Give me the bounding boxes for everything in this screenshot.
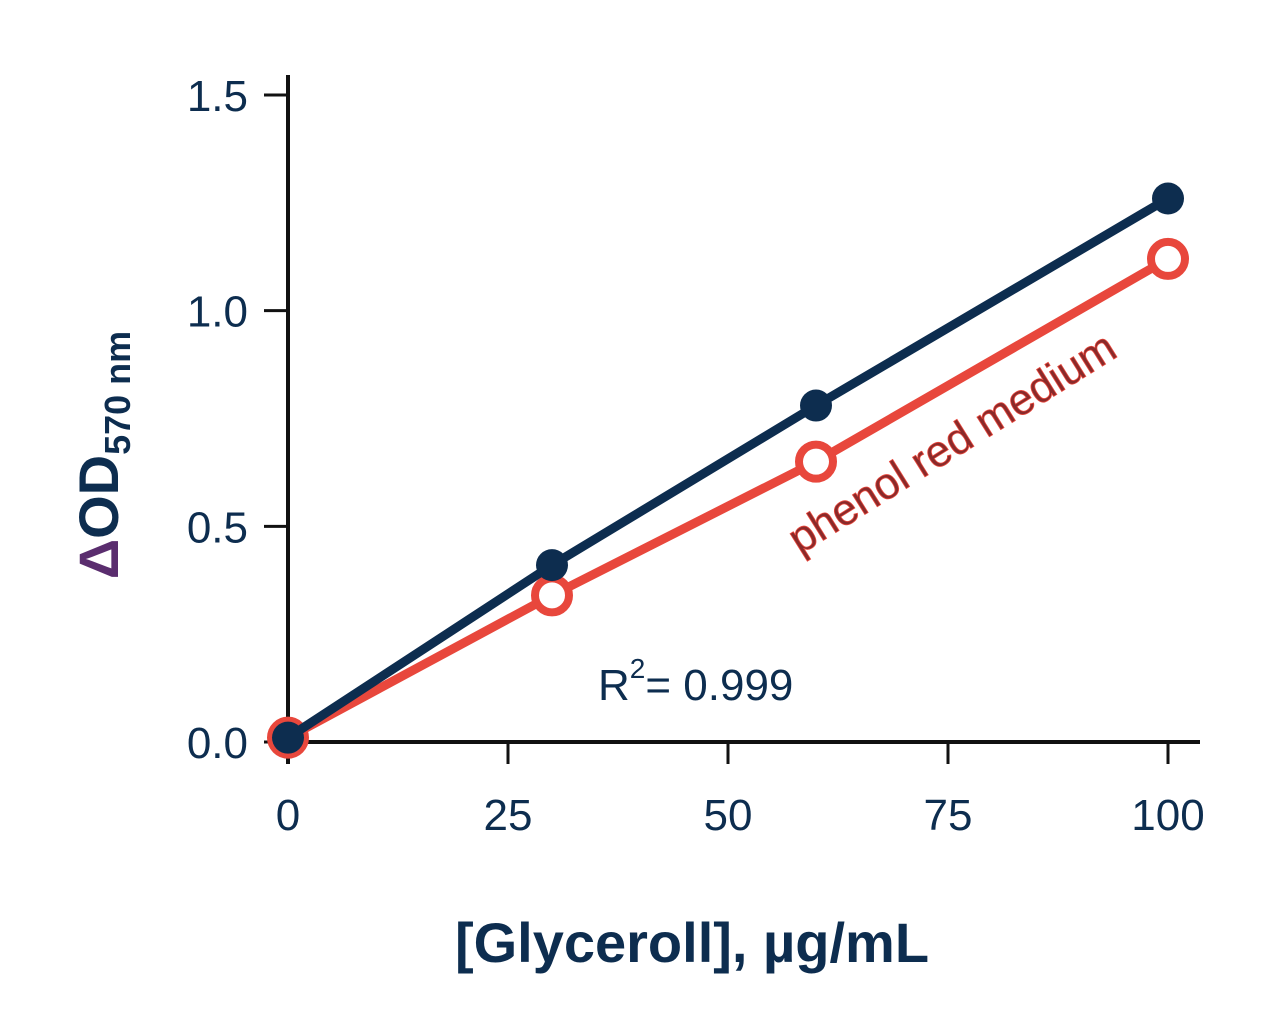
x-tick-label: 0 xyxy=(276,791,300,840)
x-tick-label: 100 xyxy=(1131,791,1204,840)
series-phenol-red-point xyxy=(1147,237,1189,280)
series-phenol-red-point xyxy=(795,440,837,483)
series-phenol-red-point xyxy=(531,574,573,617)
r-squared-value: = 0.999 xyxy=(645,661,793,710)
y-axis-label-sub: 570 nm xyxy=(97,331,138,455)
axes: 0.0 0.5 1.0 1.5 0 25 50 75 100 xyxy=(187,72,1205,840)
labels-group: R2= 0.999 phenol red medium [Glyceroll],… xyxy=(67,322,1125,974)
series-standard-point xyxy=(1152,182,1184,215)
svg-text:ΔOD570 nm: ΔOD570 nm xyxy=(67,331,138,579)
y-tick-label: 1.0 xyxy=(187,288,248,337)
x-axis-label: [Glyceroll], µg/mL xyxy=(455,911,929,974)
series-standard xyxy=(272,182,1184,754)
y-axis-label: ΔOD570 nm xyxy=(67,331,138,579)
series-standard-line xyxy=(283,194,1173,743)
r-squared-annotation: R2= 0.999 xyxy=(598,653,793,710)
y-tick-label: 0.5 xyxy=(187,503,248,552)
r-squared-base: R xyxy=(598,661,630,710)
x-tick-label: 50 xyxy=(704,791,753,840)
x-tick-label: 25 xyxy=(484,791,533,840)
y-tick-label: 0.0 xyxy=(187,719,248,768)
y-axis-label-delta: Δ xyxy=(67,539,130,579)
series-group xyxy=(267,182,1189,759)
x-tick-label: 75 xyxy=(924,791,973,840)
series-standard-point xyxy=(536,549,568,582)
y-tick-label: 1.5 xyxy=(187,72,248,121)
series-standard-point xyxy=(800,389,832,422)
series-label-phenol-red: phenol red medium xyxy=(779,322,1124,563)
r-squared-sup: 2 xyxy=(630,653,646,684)
series-phenol-red-line xyxy=(283,254,1173,743)
series-standard-point xyxy=(272,721,304,754)
y-axis-label-main: OD xyxy=(67,455,130,539)
